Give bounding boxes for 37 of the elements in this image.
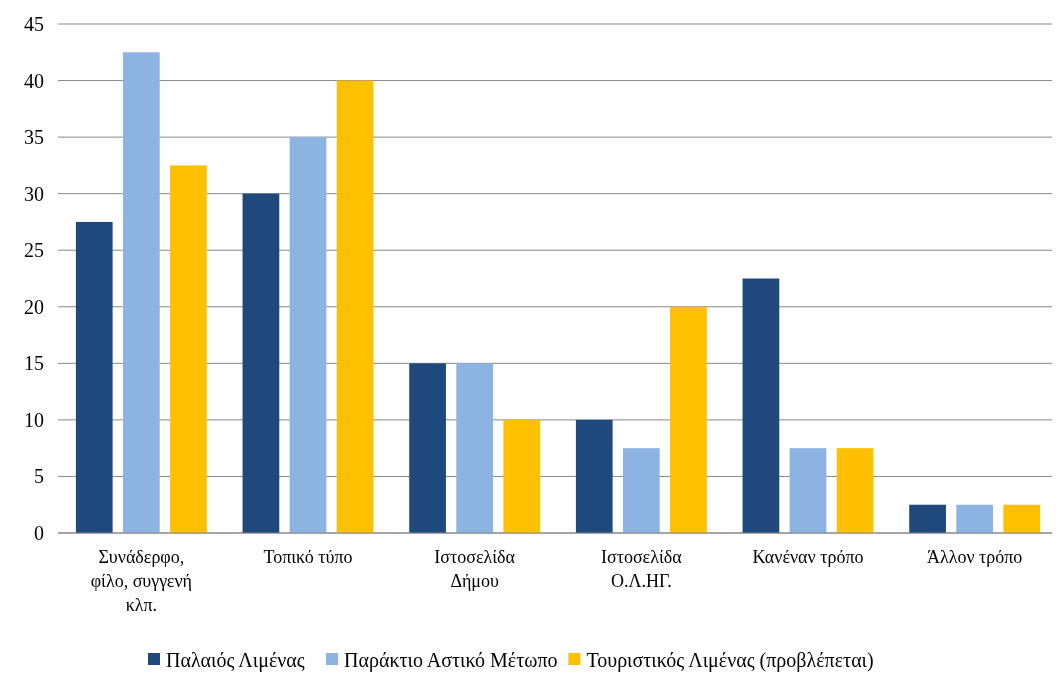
y-tick-label: 20 (24, 295, 44, 318)
bar (670, 306, 707, 533)
x-tick-label: Τοπικό τύπο (263, 547, 353, 567)
bar (1003, 504, 1041, 533)
x-tick-label: Ιστοσελίδα Ο.Λ.ΗΓ. (600, 547, 683, 591)
x-tick-label: Ιστοσελίδα Δήμου (434, 547, 516, 591)
x-tick-label: Κανέναν τρόπο (752, 547, 864, 567)
legend-label: Παράκτιο Αστικό Μέτωπο (344, 649, 558, 672)
legend-label: Παλαιός Λιμένας (166, 649, 305, 672)
y-tick-label: 10 (24, 408, 44, 431)
x-tick-label: Συνάδερφο, φίλο, συγγενή κλπ. (90, 547, 192, 615)
bar (170, 165, 207, 533)
bar (742, 278, 780, 533)
bar (456, 363, 494, 533)
y-tick-label: 15 (24, 352, 44, 375)
bar (336, 80, 374, 533)
bar (242, 193, 280, 533)
y-tick-label: 40 (24, 69, 44, 92)
y-tick-label: 5 (34, 465, 44, 488)
bar (503, 419, 541, 533)
bar (622, 448, 660, 533)
y-tick-label: 30 (24, 182, 44, 205)
bar (575, 419, 613, 533)
bar (122, 52, 160, 533)
x-tick-label: Άλλον τρόπο (926, 547, 1023, 567)
bar (409, 363, 446, 533)
bar (956, 504, 994, 533)
bar (789, 448, 827, 533)
y-tick-label: 25 (24, 239, 44, 262)
bar (836, 448, 874, 533)
y-tick-label: 0 (34, 522, 44, 544)
bar (909, 504, 946, 533)
y-tick-label: 35 (24, 126, 44, 149)
legend-label: Τουριστικός Λιμένας (προβλέπεται) (586, 649, 874, 672)
bar (75, 221, 113, 533)
bar (289, 137, 327, 533)
y-tick-label: 45 (24, 13, 44, 35)
